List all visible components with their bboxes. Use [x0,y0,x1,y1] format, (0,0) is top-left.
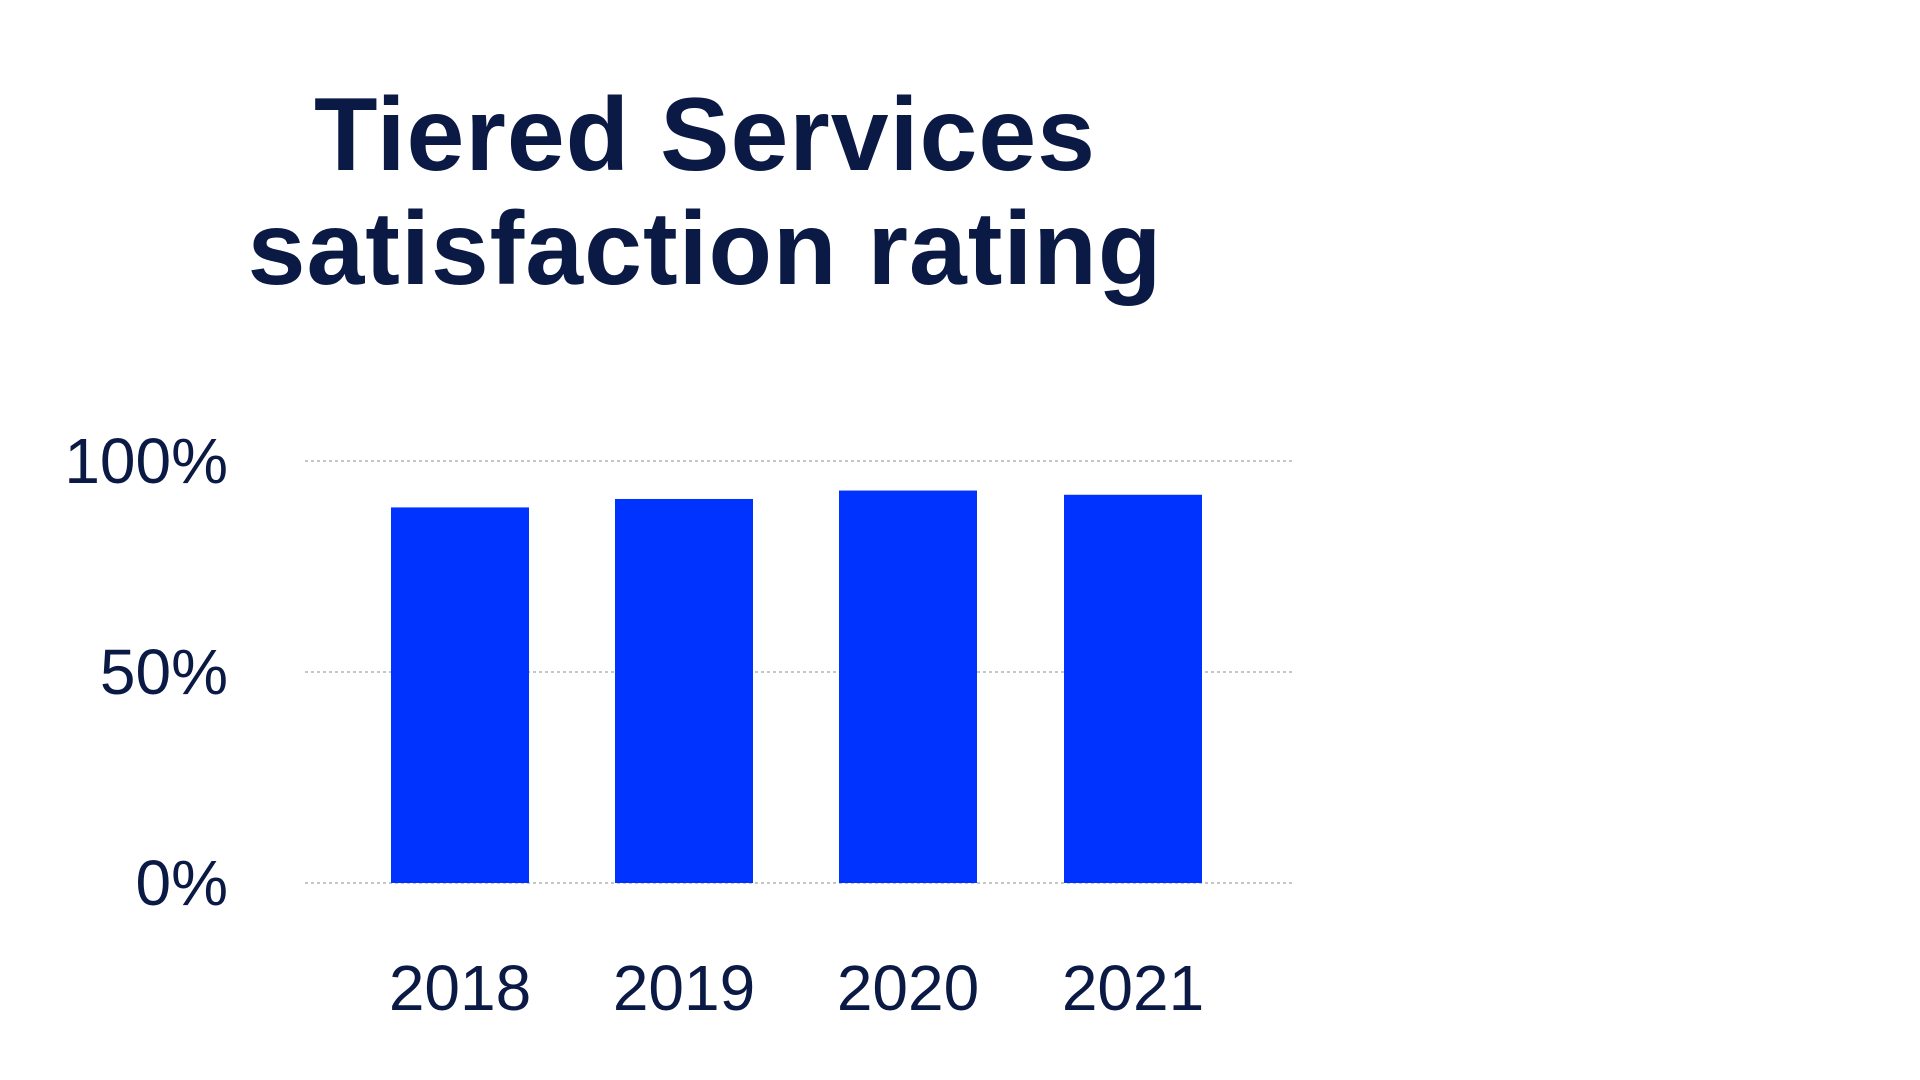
x-tick-label-2018: 2018 [389,952,531,1024]
bars [391,490,1202,883]
bar-2020 [839,490,977,883]
y-tick-label: 0% [136,847,229,919]
chart-title-line-1: Tiered Services [313,77,1097,193]
chart-title-line-2: satisfaction rating [247,191,1163,307]
x-tick-label-2020: 2020 [837,952,979,1024]
x-axis-labels: 2018 2019 2020 2021 [389,952,1204,1024]
y-tick-label: 100% [64,425,228,497]
y-tick-label: 50% [100,636,228,708]
bar-2019 [615,498,753,883]
chart-title: Tiered Services satisfaction rating [0,78,1410,306]
y-axis-labels: 0% 50% 100% [64,425,228,919]
x-tick-label-2019: 2019 [613,952,755,1024]
x-tick-label-2021: 2021 [1062,952,1204,1024]
bar-2021 [1064,494,1202,883]
bar-2018 [391,507,529,883]
